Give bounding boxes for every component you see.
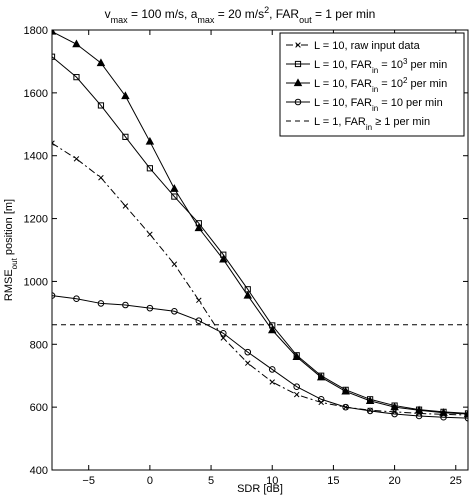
data-point-0 — [73, 156, 80, 162]
legend-marker — [294, 60, 302, 68]
data-point-0 — [196, 297, 202, 304]
y-tick-label: 1200 — [24, 214, 48, 226]
legend-label: L = 10, FARin = 102 per min — [314, 76, 447, 94]
data-point-2 — [170, 184, 179, 192]
x-tick-label: 5 — [208, 475, 214, 487]
data-point-3 — [97, 300, 105, 307]
data-point-3 — [244, 348, 252, 356]
legend-marker — [295, 42, 301, 48]
legend-marker — [293, 78, 303, 87]
data-point-0 — [245, 360, 251, 366]
data-point-2 — [145, 136, 155, 145]
data-point-2 — [243, 290, 253, 299]
data-point-3 — [342, 403, 349, 411]
y-tick-label: 400 — [30, 465, 48, 477]
series-0 — [52, 140, 468, 418]
data-point-2 — [390, 402, 399, 411]
data-point-3 — [317, 395, 325, 403]
legend-entry-4: L = 1, FARin ≥ 1 per min — [286, 116, 430, 132]
data-point-1 — [97, 102, 105, 109]
legend-label: L = 10, FARin = 10 per min — [314, 97, 443, 113]
x-tick-label: 15 — [327, 475, 339, 487]
data-point-0 — [269, 379, 275, 385]
series-line-0 — [52, 142, 468, 416]
data-point-3 — [464, 414, 468, 422]
data-point-2 — [292, 352, 301, 360]
legend-box — [279, 32, 465, 137]
data-point-3 — [52, 292, 56, 299]
legend-label: L = 10, FARin = 103 per min — [314, 57, 447, 75]
data-point-2 — [316, 372, 326, 381]
legend-entry-2: L = 10, FARin = 102 per min — [286, 76, 447, 94]
data-point-2 — [267, 325, 277, 334]
data-point-2 — [439, 408, 448, 416]
series-line-3 — [52, 295, 468, 419]
data-point-2 — [121, 91, 130, 100]
y-tick-label: 1800 — [24, 25, 48, 37]
data-point-0 — [147, 231, 153, 238]
data-point-1 — [73, 74, 80, 81]
chart-title: vmax = 100 m/s, amax = 20 m/s2, FARout =… — [105, 5, 376, 25]
data-point-0 — [98, 174, 104, 181]
data-point-3 — [366, 407, 374, 415]
series-layer — [52, 30, 468, 422]
x-tick-label: 20 — [388, 475, 400, 487]
y-tick-label: 1600 — [24, 88, 48, 100]
data-point-3 — [195, 317, 203, 325]
data-point-3 — [122, 301, 129, 309]
data-point-0 — [220, 335, 227, 341]
x-tick-label: 25 — [450, 475, 462, 487]
data-point-1 — [171, 193, 178, 200]
data-point-3 — [440, 413, 447, 421]
data-point-3 — [73, 295, 80, 303]
y-tick-label: 1400 — [24, 151, 48, 163]
series-3 — [52, 292, 468, 422]
data-point-3 — [415, 412, 423, 420]
legend-entry-1: L = 10, FARin = 103 per min — [286, 57, 447, 75]
x-axis: −5 0 5 10 15 20 25 — [82, 30, 462, 487]
data-point-2 — [72, 39, 81, 48]
data-point-0 — [171, 261, 178, 267]
y-tick-label: 600 — [30, 402, 48, 414]
x-tick-label: −5 — [82, 475, 95, 487]
data-point-2 — [341, 386, 350, 395]
data-point-3 — [268, 366, 276, 373]
series-2 — [52, 30, 468, 418]
data-point-1 — [122, 133, 129, 140]
y-tick-label: 1000 — [24, 276, 48, 288]
x-tick-label: 10 — [266, 475, 278, 487]
plot-frame — [51, 29, 469, 471]
x-axis-label: SDR [dB] — [237, 483, 283, 495]
legend-entry-3: L = 10, FARin = 10 per min — [286, 97, 443, 113]
data-point-0 — [122, 203, 129, 209]
data-point-3 — [171, 307, 178, 315]
data-point-2 — [96, 58, 106, 67]
data-point-0 — [52, 140, 55, 146]
data-point-0 — [293, 391, 300, 398]
data-point-3 — [146, 304, 154, 312]
y-tick-label: 800 — [30, 339, 48, 351]
data-point-1 — [52, 53, 56, 60]
plot-area — [51, 29, 469, 471]
data-point-3 — [219, 329, 227, 337]
legend-label: L = 10, raw input data — [314, 40, 421, 52]
y-axis: 400 600 800 1000 1200 1400 1600 1800 — [24, 25, 468, 477]
data-point-2 — [365, 396, 375, 404]
data-point-3 — [391, 410, 398, 418]
data-point-2 — [194, 223, 204, 232]
legend-label: L = 1, FARin ≥ 1 per min — [314, 116, 430, 132]
data-point-2 — [52, 30, 57, 35]
data-point-1 — [146, 165, 153, 172]
legend: L = 10, raw input data L = 10, FARin = 10… — [279, 32, 465, 137]
series-line-2 — [52, 31, 468, 415]
series-line-1 — [52, 56, 468, 414]
x-tick-label: 0 — [147, 475, 153, 487]
legend-entry-0: L = 10, raw input data — [286, 40, 421, 52]
legend-marker — [294, 98, 302, 106]
data-point-3 — [293, 383, 301, 391]
data-point-2 — [219, 254, 228, 263]
y-axis-label: RMSEout position [m] — [3, 199, 19, 301]
